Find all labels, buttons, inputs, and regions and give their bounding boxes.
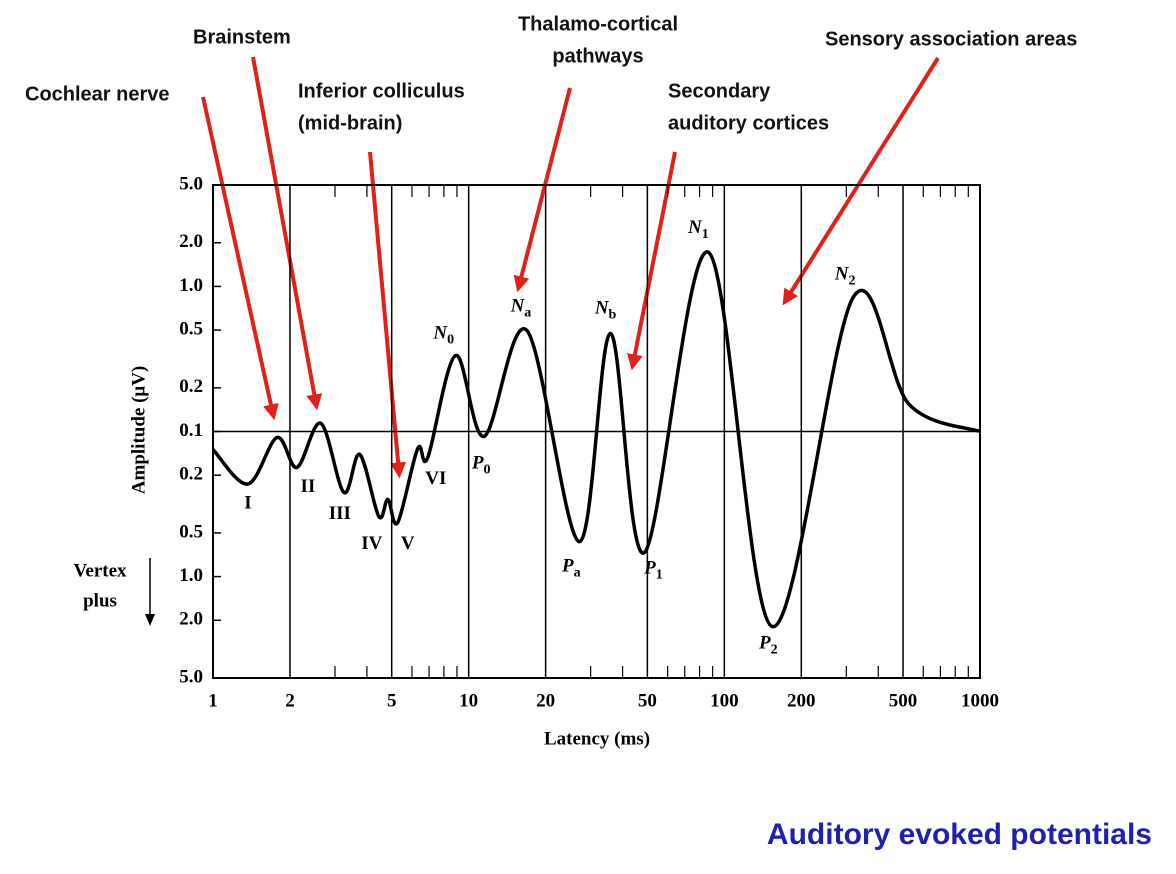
arrow bbox=[201, 96, 279, 421]
x-tick-label: 50 bbox=[638, 690, 657, 711]
peak-label: P0 bbox=[471, 453, 491, 478]
y-tick-label: 1.0 bbox=[179, 565, 203, 586]
vertex-label: Vertex bbox=[73, 560, 127, 581]
peak-label-main: P bbox=[643, 558, 656, 579]
peak-label-sub: 1 bbox=[702, 227, 709, 242]
peak-label: IV bbox=[361, 533, 382, 554]
x-tick-label: 200 bbox=[787, 690, 816, 711]
y-tick-label: 0.1 bbox=[179, 420, 203, 441]
peak-label: I bbox=[244, 492, 251, 513]
peak-label: N0 bbox=[432, 323, 454, 348]
y-tick-label: 5.0 bbox=[179, 666, 203, 687]
arrow bbox=[251, 56, 323, 411]
x-tick-label: 1000 bbox=[961, 690, 999, 711]
peak-label: N1 bbox=[687, 218, 709, 243]
x-tick-label: 20 bbox=[536, 690, 555, 711]
peak-label-sub: 0 bbox=[447, 333, 454, 348]
peak-label: V bbox=[401, 533, 415, 554]
y-tick-label: 2.0 bbox=[179, 609, 203, 630]
y-tick-label: 5.0 bbox=[179, 173, 203, 194]
x-tick-label: 2 bbox=[285, 690, 295, 711]
annotation: Inferior colliculus bbox=[298, 80, 465, 102]
peak-label: Nb bbox=[594, 298, 617, 323]
peak-label-main: N bbox=[687, 218, 703, 239]
x-tick-label: 500 bbox=[889, 690, 918, 711]
peak-label: II bbox=[301, 476, 316, 497]
peak-label-main: N bbox=[834, 264, 850, 285]
annotation: Thalamo-cortical bbox=[518, 13, 678, 35]
annotation: pathways bbox=[552, 45, 643, 67]
peak-label-sub: a bbox=[524, 306, 531, 321]
peak-label-sub: 1 bbox=[656, 568, 663, 583]
y-tick-label: 2.0 bbox=[179, 231, 203, 252]
annotation: (mid-brain) bbox=[298, 112, 402, 134]
y-tick-label: 0.5 bbox=[179, 318, 203, 339]
peak-label: Na bbox=[510, 296, 532, 321]
vertex-arrow-head bbox=[145, 614, 155, 626]
arrow bbox=[368, 151, 407, 479]
peak-label-main: N bbox=[432, 323, 448, 344]
peak-label-sub: 2 bbox=[771, 643, 778, 658]
peak-label: III bbox=[329, 503, 351, 524]
peak-label: N2 bbox=[834, 264, 856, 289]
peak-label-sub: 0 bbox=[483, 463, 490, 478]
x-tick-label: 5 bbox=[387, 690, 397, 711]
waveform bbox=[211, 250, 981, 629]
arrow bbox=[627, 151, 677, 371]
peak-label: P2 bbox=[758, 633, 778, 658]
peak-label: P1 bbox=[643, 558, 663, 583]
annotation: Secondary bbox=[668, 80, 771, 102]
y-tick-label: 0.2 bbox=[179, 464, 203, 485]
arrow bbox=[513, 87, 572, 293]
peak-label-main: N bbox=[594, 298, 610, 319]
vertex-label: plus bbox=[83, 590, 117, 611]
x-tick-label: 100 bbox=[710, 690, 739, 711]
peak-label-sub: b bbox=[609, 308, 617, 323]
y-tick-label: 0.5 bbox=[179, 521, 203, 542]
peak-label: VI bbox=[425, 468, 446, 489]
annotation: Cochlear nerve bbox=[25, 83, 170, 105]
y-tick-label: 0.2 bbox=[179, 376, 203, 397]
peak-label-main: P bbox=[561, 556, 574, 577]
arrow bbox=[782, 56, 940, 306]
peak-label-sub: a bbox=[574, 566, 581, 581]
x-axis-label: Latency (ms) bbox=[544, 728, 650, 749]
annotation: Brainstem bbox=[193, 26, 291, 48]
x-tick-label: 1 bbox=[208, 690, 218, 711]
caption: Auditory evoked potentials bbox=[767, 818, 1152, 851]
peak-label-sub: 2 bbox=[849, 274, 856, 289]
y-axis-label: Amplitude (μV) bbox=[128, 366, 149, 494]
annotation: auditory cortices bbox=[668, 112, 829, 134]
y-tick-label: 1.0 bbox=[179, 275, 203, 296]
peak-label: Pa bbox=[561, 556, 581, 581]
annotation: Sensory association areas bbox=[825, 28, 1077, 50]
x-tick-label: 10 bbox=[459, 690, 478, 711]
peak-label-main: P bbox=[471, 453, 484, 474]
peak-label-main: N bbox=[510, 296, 526, 317]
peak-label-main: P bbox=[758, 633, 771, 654]
